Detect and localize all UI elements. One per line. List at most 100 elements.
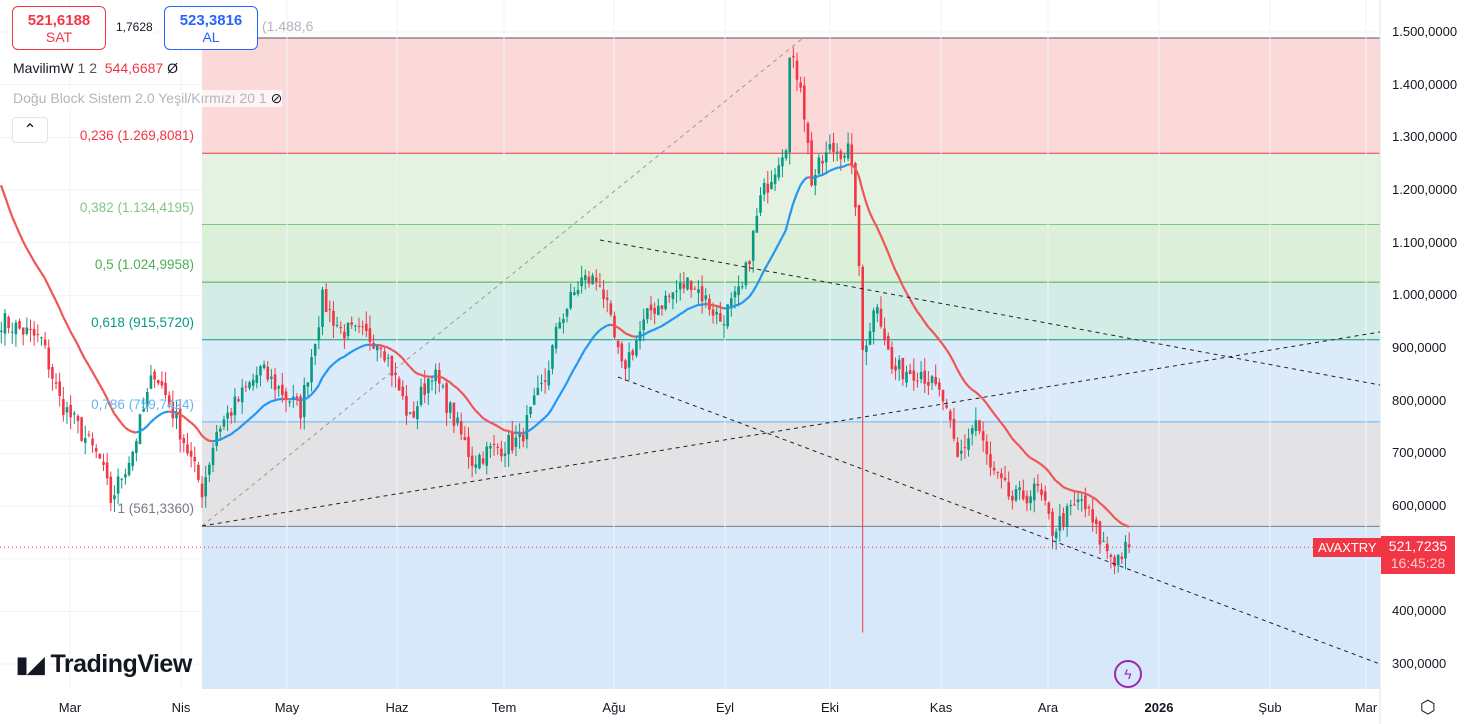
- mavilimw-line: [496, 425, 502, 430]
- candle-body: [65, 407, 69, 413]
- candle-body: [14, 322, 18, 335]
- mavilimw-line: [274, 398, 279, 402]
- mavilimw-line: [927, 326, 933, 332]
- candle-body: [379, 347, 383, 350]
- candle-body: [306, 382, 310, 387]
- mavilimw-line: [843, 163, 849, 168]
- mavilimw-line: [362, 343, 367, 348]
- collapse-legend-button[interactable]: ⌃: [12, 117, 48, 143]
- candle-body: [332, 310, 335, 326]
- mavilimw-line: [576, 355, 583, 364]
- mavilimw-line: [587, 338, 594, 345]
- mavilimw-line: [219, 437, 225, 441]
- candle-body: [594, 277, 598, 282]
- candle-body: [850, 144, 854, 166]
- candle-body: [405, 396, 408, 416]
- candle-body: [281, 384, 284, 396]
- mavilimw-line: [36, 266, 43, 274]
- sell-button[interactable]: 521,6188 SAT: [12, 6, 106, 50]
- candle-body: [189, 450, 193, 457]
- candle-body: [87, 434, 91, 436]
- x-tick-label: Ağu: [602, 700, 626, 715]
- candle-body: [1073, 504, 1076, 506]
- candle-body: [1043, 491, 1047, 501]
- candle-body: [167, 395, 171, 406]
- candle-body: [949, 411, 952, 421]
- candle-body: [963, 447, 967, 449]
- candle-body: [448, 402, 452, 413]
- candle-body: [255, 375, 259, 384]
- mavilimw-line: [1007, 432, 1013, 439]
- candle-body: [1051, 511, 1054, 536]
- mavilimw-line: [394, 350, 400, 356]
- candle-body: [164, 382, 167, 395]
- settings-hexagon-icon[interactable]: ⬡: [1420, 697, 1436, 717]
- indicator-mavilimw[interactable]: MavilimW 1 2 544,6687 Ø: [13, 60, 178, 76]
- candle-body: [737, 286, 740, 295]
- eye-off-icon[interactable]: ⊘: [270, 90, 283, 106]
- candle-body: [299, 396, 302, 419]
- candle-body: [262, 364, 266, 368]
- mavilimw-line: [186, 418, 192, 424]
- candle-body: [321, 289, 324, 327]
- candle-body: [397, 378, 401, 391]
- mavilimw-line: [489, 421, 495, 426]
- lightning-icon[interactable]: ϟ: [1114, 660, 1142, 688]
- mavilimw-line: [941, 343, 948, 351]
- buy-button[interactable]: 523,3816 AL: [164, 6, 258, 50]
- candle-body: [697, 289, 700, 293]
- candle-body: [1102, 540, 1105, 542]
- mavilimw-line: [233, 428, 239, 433]
- mavilimw-line: [1011, 437, 1017, 444]
- mavilimw-line: [879, 234, 886, 245]
- candle-body: [1109, 554, 1113, 557]
- y-tick-label: 600,0000: [1392, 498, 1447, 514]
- candle-body: [1127, 544, 1131, 548]
- indicator-dogu-block[interactable]: Doğu Block Sistem 2.0 Yeşil/Kırmızı 20 1…: [13, 90, 283, 107]
- mavilimw-line: [777, 236, 784, 245]
- mavilimw-line: [201, 434, 207, 440]
- mavilimw-line: [139, 428, 144, 433]
- candle-body: [80, 417, 83, 441]
- mavilimw-line: [686, 306, 692, 311]
- candle-body: [890, 347, 894, 369]
- mavilimw-line: [1106, 508, 1112, 515]
- mavilimw-line: [328, 363, 334, 369]
- candle-body: [857, 204, 861, 267]
- mavilimw-line: [62, 316, 68, 325]
- candle-body: [427, 378, 430, 394]
- candle-body: [744, 262, 748, 286]
- mavilimw-line: [727, 306, 732, 310]
- candle-body: [350, 322, 353, 325]
- mavilimw-line: [1109, 512, 1116, 519]
- mavilimw-line: [795, 184, 802, 195]
- mavilimw-line: [244, 418, 250, 424]
- candle-body: [715, 311, 718, 315]
- candle-body: [21, 327, 25, 335]
- mavilimw-line: [719, 306, 725, 310]
- mavilimw-line: [533, 423, 539, 429]
- candle-body: [872, 310, 875, 332]
- mavilimw-line: [857, 175, 864, 191]
- candle-body: [766, 183, 770, 193]
- x-tick-label: 2026: [1144, 700, 1174, 715]
- candle-body: [365, 323, 368, 331]
- candle-body: [204, 477, 207, 497]
- y-tick-label: 1.000,0000: [1392, 287, 1458, 303]
- candle-body: [215, 431, 218, 447]
- fib-zone: [202, 282, 1380, 340]
- candle-body: [573, 292, 576, 295]
- fib-label: 0,786 (759,7424): [91, 396, 194, 412]
- indicator-value: 544,6687: [104, 60, 164, 76]
- candle-body: [292, 396, 295, 399]
- bar-countdown: 16:45:28: [1390, 555, 1446, 571]
- y-tick-label: 700,0000: [1392, 445, 1447, 461]
- mavilimw-line: [1113, 516, 1119, 522]
- candle-body: [441, 385, 445, 387]
- candle-body: [598, 285, 602, 287]
- mavilimw-line: [748, 290, 754, 298]
- candle-body: [240, 387, 244, 403]
- candle-body: [200, 483, 204, 498]
- candle-body: [175, 411, 178, 419]
